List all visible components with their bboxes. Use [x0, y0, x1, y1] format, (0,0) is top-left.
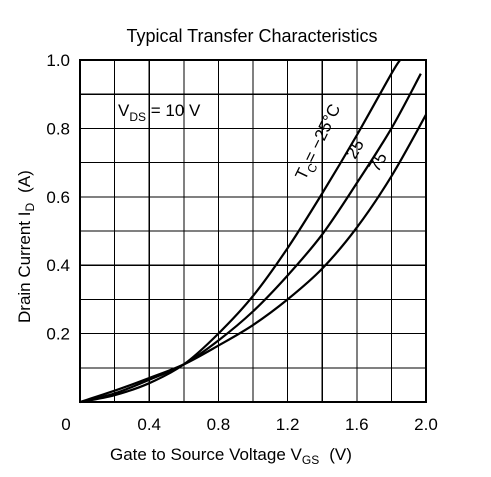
grid-layer — [80, 60, 426, 402]
x-tick-label: 1.6 — [345, 415, 369, 434]
x-tick-label: 0 — [61, 415, 70, 434]
y-tick-label: 0.8 — [46, 119, 70, 138]
condition-label-main: V — [118, 101, 130, 120]
plot-frame — [79, 59, 427, 403]
x-tick-labels: 0 0.4 0.8 1.2 1.6 2.0 — [61, 415, 438, 434]
chart-title: Typical Transfer Characteristics — [126, 26, 377, 46]
x-axis-label: Gate to Source Voltage VGS (V) — [110, 445, 352, 467]
condition-label-rest: = 10 V — [146, 101, 201, 120]
y-axis-label-main: Drain Current I — [15, 212, 34, 323]
series-line-25 — [79, 73, 422, 404]
condition-label: VDS = 10 V — [118, 101, 201, 124]
x-axis-label-subscript: GS — [302, 453, 319, 467]
y-axis-label-subscript: D — [23, 203, 37, 212]
series-line-75 — [79, 114, 427, 404]
y-tick-label: 1.0 — [46, 51, 70, 70]
y-axis-label: Drain Current ID (A) — [15, 170, 37, 323]
y-tick-label: 0.6 — [46, 188, 70, 207]
y-tick-label: 0.4 — [46, 256, 70, 275]
condition-label-subscript: DS — [129, 110, 146, 124]
series-label-75: 75 — [365, 149, 391, 175]
x-axis-label-main: Gate to Source Voltage V — [110, 445, 303, 464]
y-axis-label-unit: (A) — [15, 170, 34, 193]
x-tick-label: 2.0 — [414, 415, 438, 434]
series-line-minus25 — [79, 59, 401, 404]
series-label-minus25: TC= −25°C — [292, 101, 348, 184]
x-tick-label: 1.2 — [276, 415, 300, 434]
x-tick-label: 0.8 — [207, 415, 231, 434]
x-axis-label-unit: (V) — [329, 445, 352, 464]
curves-layer — [79, 59, 427, 404]
y-tick-labels: 1.0 0.8 0.6 0.4 0.2 — [46, 51, 70, 344]
y-tick-label: 0.2 — [46, 325, 70, 344]
x-tick-label: 0.4 — [137, 415, 161, 434]
series-label-25: 25 — [342, 136, 368, 162]
